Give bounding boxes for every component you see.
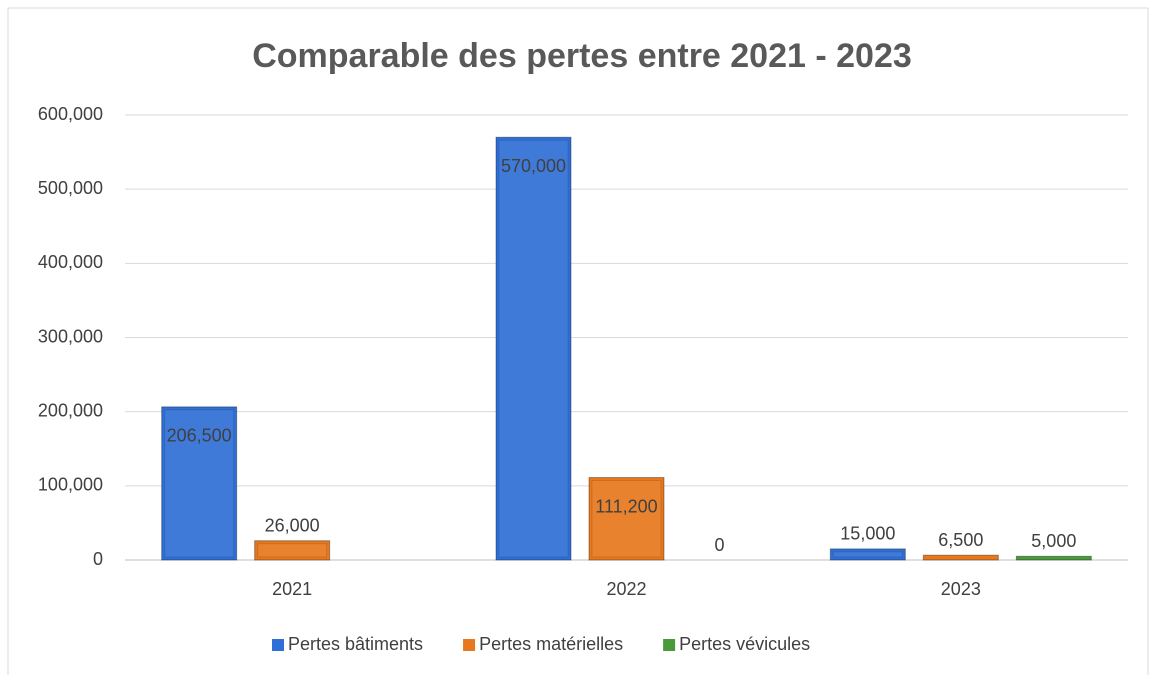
data-label: 5,000 [1031,531,1076,551]
bar [254,540,331,561]
data-label: 0 [714,535,724,555]
bar-bevel [498,139,569,558]
legend-swatch [463,639,476,651]
bar [495,136,572,561]
chart-border [7,7,1149,675]
bar-bevel [257,543,328,558]
legend-label: Pertes bâtiments [288,634,423,654]
y-tick-label: 600,000 [38,104,103,124]
legend-swatch [663,639,676,651]
y-tick-label: 500,000 [38,178,103,198]
legend-label: Pertes vévicules [679,634,810,654]
bar [829,548,906,561]
chart-title: Comparable des pertes entre 2021 - 2023 [252,37,912,75]
y-tick-label: 400,000 [38,252,103,272]
y-tick-label: 100,000 [38,475,103,495]
bar-bevel [832,551,903,558]
y-tick-label: 300,000 [38,326,103,346]
bar-bevel [164,409,235,558]
data-label: 570,000 [501,156,566,176]
y-tick-label: 200,000 [38,400,103,420]
bar [161,406,238,561]
x-tick-label: 2023 [941,579,981,599]
bar [1015,555,1092,561]
data-label: 206,500 [167,426,232,446]
x-tick-label: 2021 [272,579,312,599]
data-label: 26,000 [265,515,320,535]
legend-swatch [272,639,284,651]
bar [922,554,999,561]
x-tick-label: 2022 [606,579,646,599]
legend-label: Pertes matérielles [479,634,623,654]
data-label: 6,500 [938,530,983,550]
y-tick-label: 0 [93,549,103,569]
bar-bevel [591,480,662,558]
data-label: 111,200 [595,496,657,516]
data-label: 15,000 [840,524,895,544]
bar [588,477,665,561]
